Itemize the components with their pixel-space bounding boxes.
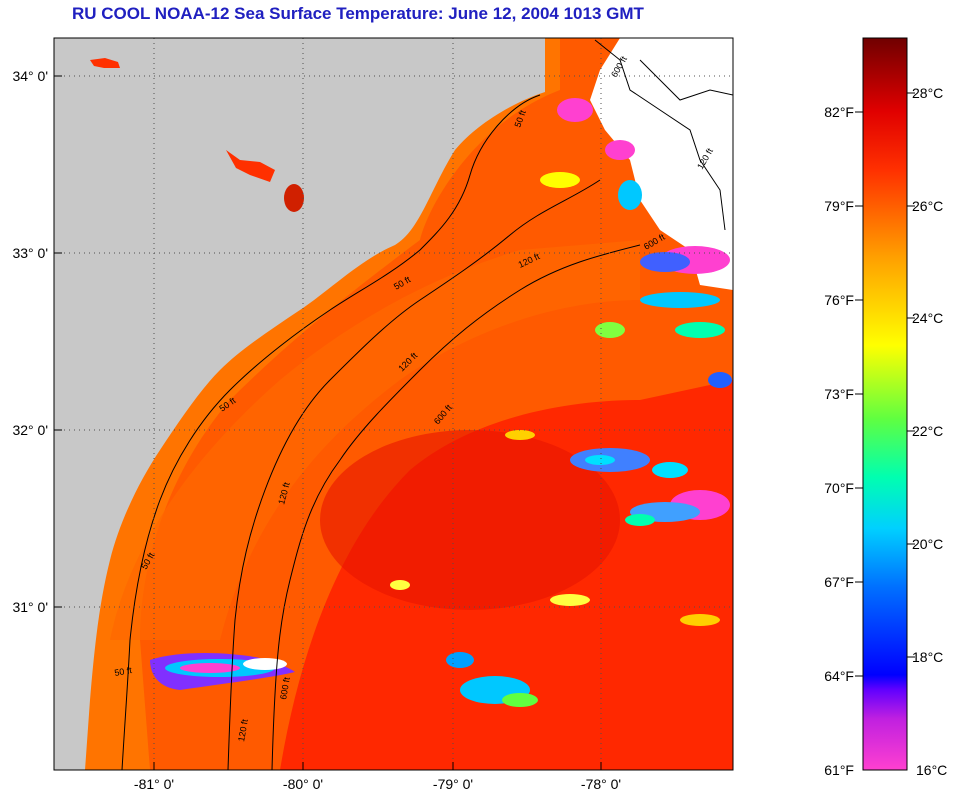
inland-lake-1 [226, 150, 275, 182]
contour-label: 50 ft [114, 665, 133, 678]
lon-label: -78° 0' [581, 776, 621, 792]
axis-ticks [54, 75, 602, 770]
longitude-labels: -81° 0' -80° 0' -79° 0' -78° 0' [134, 776, 621, 792]
cb-f-label: 67°F [824, 574, 854, 590]
colorbar-celsius-labels: 28°C 26°C 24°C 22°C 20°C 18°C 16°C [912, 85, 947, 778]
inland-lake-2 [284, 184, 304, 212]
latitude-labels: 34° 0' 33° 0' 32° 0' 31° 0' [12, 68, 48, 615]
no-data-area [590, 38, 733, 290]
cb-f-label: 73°F [824, 386, 854, 402]
lon-label: -81° 0' [134, 776, 174, 792]
gulf-stream-hot-core [320, 430, 620, 610]
colorbar [862, 37, 908, 771]
cb-f-label: 70°F [824, 480, 854, 496]
land-area [54, 38, 545, 770]
midshelf-band [110, 240, 640, 640]
contour-label: 600 ft [278, 676, 292, 700]
cb-c-label: 22°C [912, 423, 943, 439]
cb-f-label: 79°F [824, 198, 854, 214]
lat-label: 31° 0' [12, 599, 48, 615]
cb-f-label: 61°F [824, 762, 854, 778]
depth-contours [121, 39, 733, 770]
colorbar-fahrenheit-labels: 82°F 79°F 76°F 73°F 70°F 67°F 64°F 61°F [824, 104, 854, 778]
map-frame [53, 37, 734, 771]
lon-label: -79° 0' [433, 776, 473, 792]
cool-water-patches [150, 98, 732, 707]
cb-c-label: 18°C [912, 649, 943, 665]
cb-c-label: 28°C [912, 85, 943, 101]
cb-c-label: 20°C [912, 536, 943, 552]
cb-f-label: 76°F [824, 292, 854, 308]
lat-label: 33° 0' [12, 245, 48, 261]
cb-c-label: 24°C [912, 310, 943, 326]
lat-label: 32° 0' [12, 422, 48, 438]
cb-f-label: 64°F [824, 668, 854, 684]
colorbar-ticks [855, 92, 915, 677]
cb-c-label: 16°C [916, 762, 947, 778]
lon-label: -80° 0' [283, 776, 323, 792]
map-title: RU COOL NOAA-12 Sea Surface Temperature:… [72, 4, 644, 23]
cb-c-label: 26°C [912, 198, 943, 214]
cb-f-label: 82°F [824, 104, 854, 120]
lat-label: 34° 0' [12, 68, 48, 84]
contour-label: 120 ft [236, 718, 250, 742]
inland-lake-3 [90, 58, 120, 68]
lat-lon-grid [54, 38, 733, 770]
